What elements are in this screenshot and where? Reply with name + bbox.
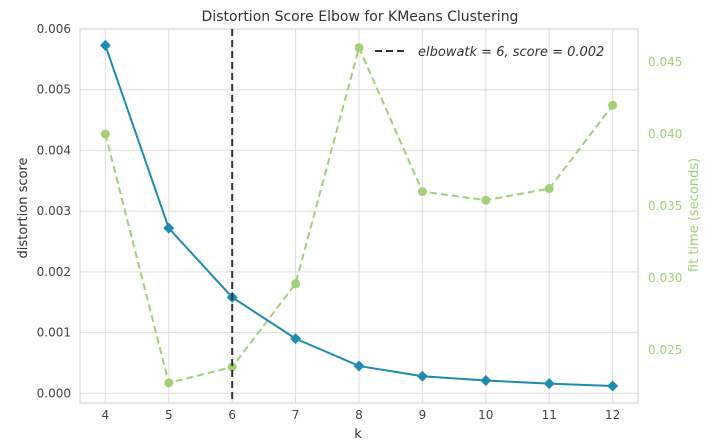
fit-time-point xyxy=(608,100,618,110)
y2-tick-label: 0.025 xyxy=(648,343,682,357)
legend-elbow-label: elbowatk = 6, score = 0.002 xyxy=(418,45,604,60)
fit-time-point xyxy=(481,195,491,205)
x-tick-label: 10 xyxy=(478,408,493,422)
fit-time-point xyxy=(417,187,427,197)
y2-axis-ticks: 0.025 0.030 0.035 0.040 0.045 xyxy=(648,55,682,357)
y-tick-label: 0.004 xyxy=(37,143,71,157)
fit-time-point xyxy=(291,279,301,289)
y-tick-label: 0.006 xyxy=(37,22,71,36)
y2-tick-label: 0.040 xyxy=(648,127,682,141)
y2-tick-label: 0.030 xyxy=(648,271,682,285)
distortion-point xyxy=(480,375,492,387)
y-tick-label: 0.003 xyxy=(37,204,71,218)
chart-title: Distortion Score Elbow for KMeans Cluste… xyxy=(202,9,519,25)
x-tick-label: 12 xyxy=(605,408,620,422)
fit-time-point xyxy=(100,129,110,139)
fit-time-point xyxy=(227,362,237,372)
fit-time-point xyxy=(164,378,174,388)
x-tick-label: 9 xyxy=(419,408,427,422)
fit-time-point xyxy=(544,184,554,194)
distortion-point xyxy=(416,370,428,382)
y-tick-label: 0.000 xyxy=(37,386,71,400)
distortion-point xyxy=(543,378,555,390)
y-tick-label: 0.001 xyxy=(37,326,71,340)
fit-time-point xyxy=(354,43,364,53)
distortion-point xyxy=(163,222,175,234)
y-tick-label: 0.002 xyxy=(37,265,71,279)
x-tick-label: 6 xyxy=(228,408,236,422)
x-tick-label: 5 xyxy=(165,408,173,422)
x-tick-label: 7 xyxy=(292,408,300,422)
distortion-point xyxy=(353,360,365,372)
x-tick-label: 4 xyxy=(102,408,110,422)
legend: elbowatk = 6, score = 0.002 xyxy=(375,45,604,60)
series-layer xyxy=(99,29,619,403)
distortion-point xyxy=(607,380,619,392)
x-axis-ticks: 4 5 6 7 8 9 10 11 12 xyxy=(102,408,621,422)
x-tick-label: 8 xyxy=(355,408,363,422)
y-tick-label: 0.005 xyxy=(37,83,71,97)
plot-area-frame xyxy=(79,28,639,404)
x-tick-label: 11 xyxy=(542,408,557,422)
y-axis-label: distortion score xyxy=(16,158,31,259)
y2-tick-label: 0.035 xyxy=(648,199,682,213)
distortion-point xyxy=(290,333,302,345)
y2-tick-label: 0.045 xyxy=(648,55,682,69)
x-axis-label: k xyxy=(354,427,362,442)
distortion-point xyxy=(99,39,111,51)
y2-axis-label: fit time (seconds) xyxy=(687,158,702,272)
grid-lines xyxy=(80,28,638,403)
y-axis-ticks: 0.000 0.001 0.002 0.003 0.004 0.005 0.006 xyxy=(37,22,71,400)
